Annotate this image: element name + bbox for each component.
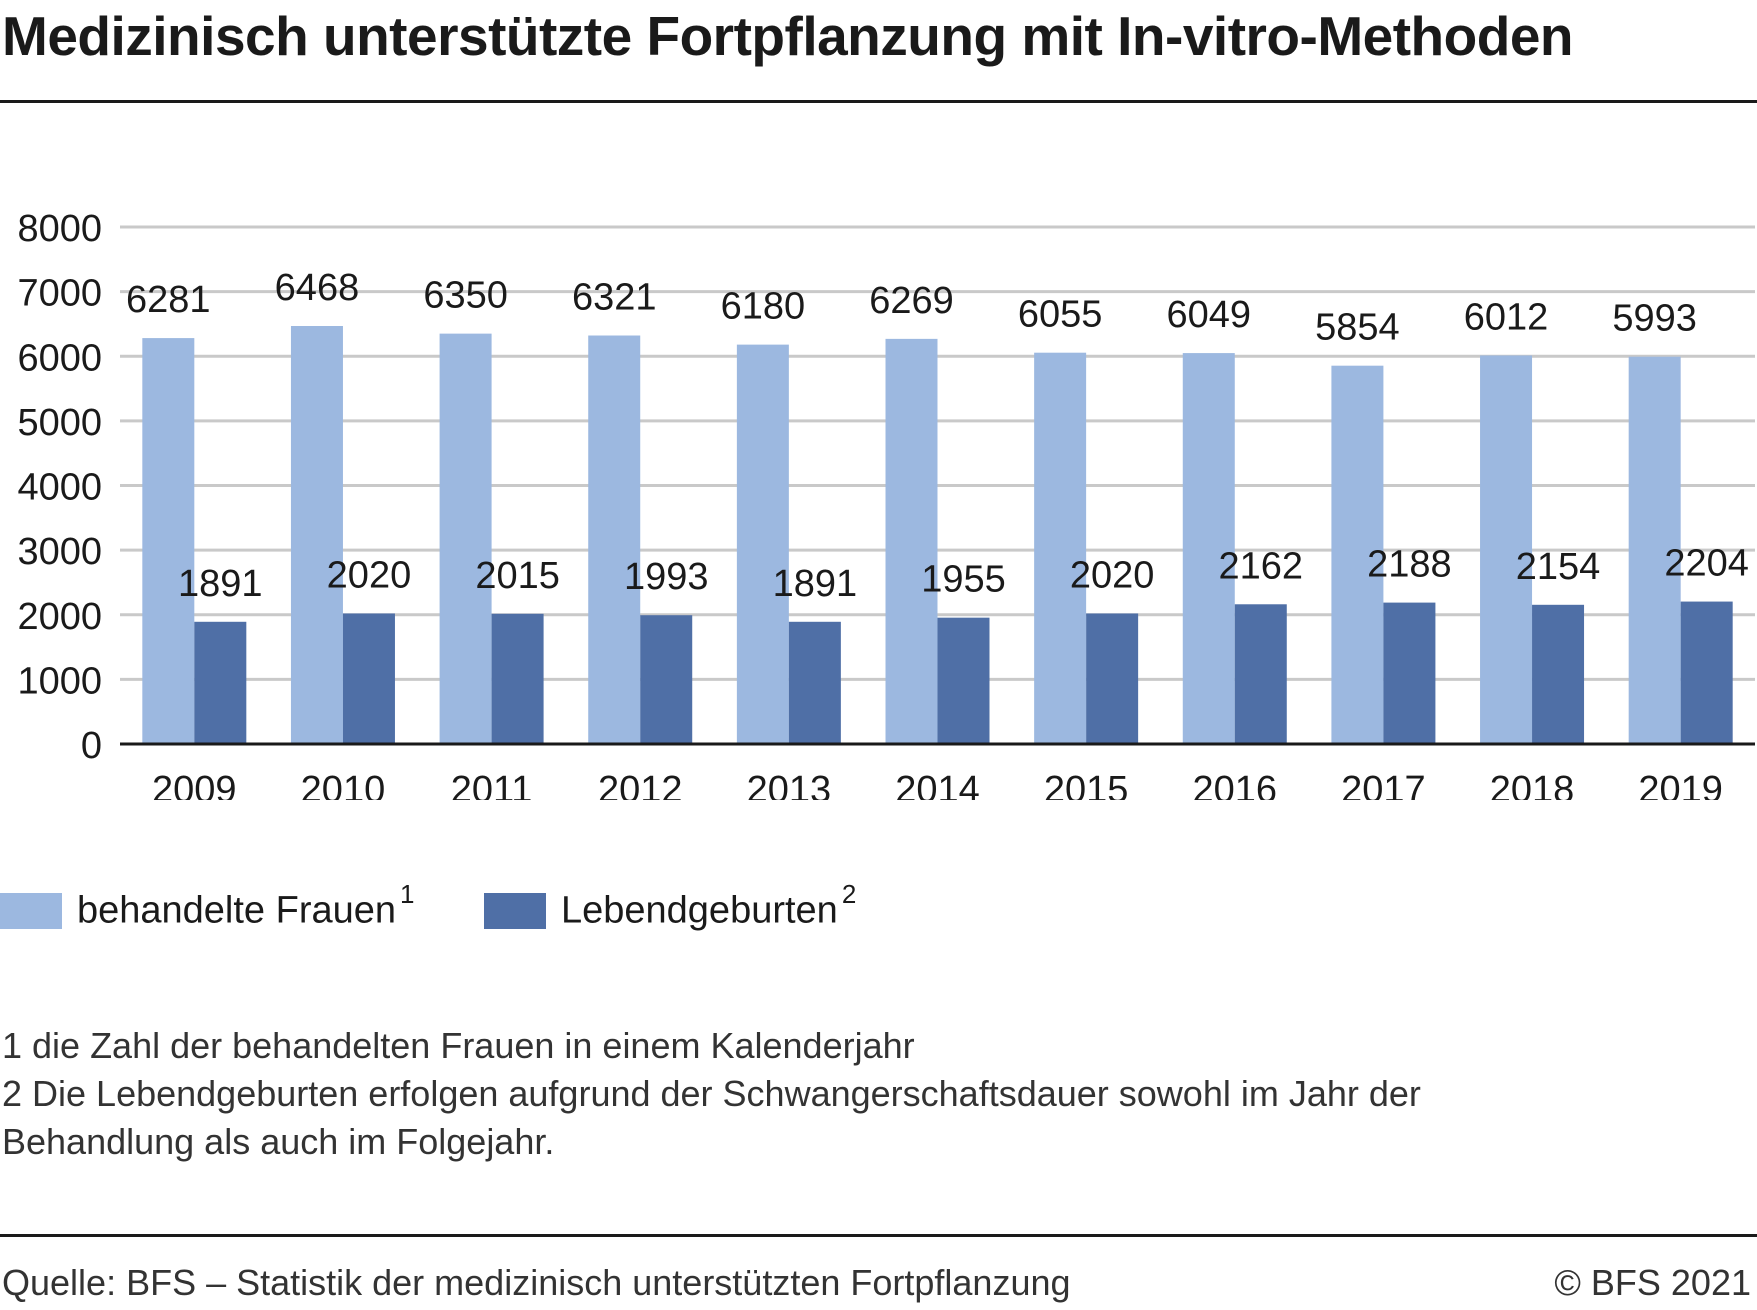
data-label-lebendgeburten-2011: 2015: [475, 555, 560, 597]
x-tick-label-2013: 2013: [747, 769, 832, 800]
data-label-lebendgeburten-2015: 2020: [1070, 554, 1155, 596]
x-tick-label-2014: 2014: [895, 769, 980, 800]
data-label-lebendgeburten-2014: 1955: [921, 559, 1006, 601]
bar-lebendgeburten-2016: [1234, 604, 1287, 744]
data-label-behandelte-frauen-2011: 6350: [423, 275, 508, 317]
footnote-1: 1 die Zahl der behandelten Frauen in ein…: [2, 1025, 915, 1066]
bar-lebendgeburten-2010: [342, 613, 395, 744]
y-tick-label-6000: 6000: [17, 337, 102, 379]
bar-chart: 0 1000 2000 3000 4000 5000 6000 7000 8000 6281 189…: [17, 208, 1755, 800]
bar-behandelte-frauen-2016: [1182, 353, 1235, 744]
data-label-behandelte-frauen-2009: 6281: [126, 279, 211, 321]
bar-lebendgeburten-2009: [194, 621, 247, 744]
bar-behandelte-frauen-2019: [1628, 356, 1681, 744]
data-label-behandelte-frauen-2012: 6321: [572, 277, 657, 319]
y-tick-label-7000: 7000: [17, 273, 102, 315]
x-tick-label-2012: 2012: [598, 769, 683, 800]
bar-lebendgeburten-2012: [640, 615, 693, 744]
x-tick-label-2010: 2010: [301, 769, 386, 800]
title-rule: [0, 100, 1757, 103]
legend-marker-2: 2: [841, 879, 857, 909]
data-label-lebendgeburten-2009: 1891: [178, 563, 263, 605]
data-label-behandelte-frauen-2013: 6180: [721, 286, 806, 328]
bar-lebendgeburten-2014: [937, 617, 990, 744]
y-tick-label-2000: 2000: [17, 596, 102, 638]
bar-lebendgeburten-2013: [788, 621, 841, 744]
bar-lebendgeburten-2011: [491, 613, 544, 744]
data-label-behandelte-frauen-2016: 6049: [1166, 294, 1251, 336]
y-tick-label-8000: 8000: [17, 208, 102, 250]
footnote-2-continued: Behandlung als auch im Folgejahr.: [2, 1121, 555, 1162]
footer-rule: [0, 1234, 1757, 1237]
data-label-lebendgeburten-2019: 2204: [1664, 543, 1749, 585]
data-label-behandelte-frauen-2019: 5993: [1612, 298, 1697, 340]
footnotes: 1 die Zahl der behandelten Frauen in ein…: [2, 1022, 1421, 1166]
y-tick-label-4000: 4000: [17, 467, 102, 509]
y-tick-label-5000: 5000: [17, 402, 102, 444]
data-label-lebendgeburten-2016: 2162: [1218, 545, 1303, 587]
legend-marker-1: 1: [400, 879, 415, 909]
x-tick-label-2017: 2017: [1341, 769, 1426, 800]
y-tick-label-1000: 1000: [17, 660, 102, 702]
bar-behandelte-frauen-2018: [1480, 355, 1533, 744]
data-label-lebendgeburten-2012: 1993: [624, 556, 709, 598]
bar-behandelte-frauen-2012: [588, 335, 641, 744]
bar-behandelte-frauen-2010: [290, 326, 343, 744]
x-tick-label-2009: 2009: [152, 769, 237, 800]
bar-behandelte-frauen-2011: [439, 333, 492, 744]
data-label-lebendgeburten-2017: 2188: [1367, 544, 1452, 586]
x-tick-label-2015: 2015: [1044, 769, 1129, 800]
bar-lebendgeburten-2019: [1680, 601, 1733, 744]
legend-swatch-lebendgeburten: [484, 893, 546, 929]
bar-lebendgeburten-2017: [1383, 602, 1436, 744]
legend-swatch-behandelte-frauen: [0, 893, 62, 929]
bar-lebendgeburten-2015: [1086, 613, 1139, 744]
chart-title: Medizinisch unterstützte Fortpflanzung m…: [2, 5, 1574, 67]
data-label-lebendgeburten-2018: 2154: [1516, 546, 1601, 588]
x-tick-label-2018: 2018: [1490, 769, 1575, 800]
y-tick-label-0: 0: [81, 725, 102, 767]
legend-label-behandelte-frauen: behandelte Frauen: [77, 889, 397, 932]
bar-lebendgeburten-2018: [1532, 604, 1585, 744]
data-label-behandelte-frauen-2018: 6012: [1464, 296, 1549, 338]
x-tick-label-2016: 2016: [1192, 769, 1277, 800]
bar-behandelte-frauen-2015: [1034, 352, 1087, 744]
data-label-lebendgeburten-2013: 1891: [773, 563, 858, 605]
y-tick-label-3000: 3000: [17, 531, 102, 573]
footnote-2: 2 Die Lebendgeburten erfolgen aufgrund d…: [2, 1073, 1421, 1114]
x-tick-label-2011: 2011: [451, 769, 533, 800]
data-label-behandelte-frauen-2014: 6269: [869, 280, 954, 322]
bar-behandelte-frauen-2017: [1331, 365, 1384, 744]
data-label-lebendgeburten-2010: 2020: [327, 554, 412, 596]
bar-behandelte-frauen-2009: [142, 338, 195, 744]
copyright: © BFS 2021: [1554, 1262, 1751, 1303]
data-label-behandelte-frauen-2010: 6468: [275, 267, 360, 309]
source-note: Quelle: BFS – Statistik der medizinisch …: [2, 1262, 1071, 1303]
data-label-behandelte-frauen-2015: 6055: [1018, 294, 1103, 336]
legend-label-lebendgeburten: Lebendgeburten: [561, 889, 838, 932]
x-tick-label-2019: 2019: [1638, 769, 1723, 800]
data-label-behandelte-frauen-2017: 5854: [1315, 307, 1400, 349]
bar-behandelte-frauen-2013: [736, 344, 789, 744]
bar-behandelte-frauen-2014: [885, 338, 938, 744]
